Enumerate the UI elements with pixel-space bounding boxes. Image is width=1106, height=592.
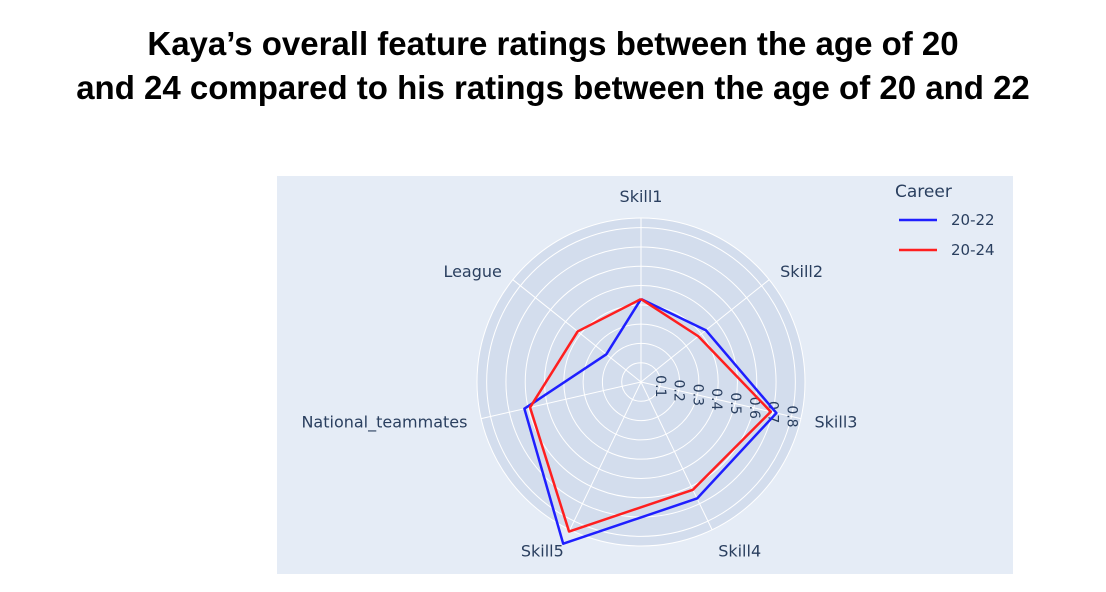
radial-tick-label: 0.7 <box>765 401 781 423</box>
chart-title-line2: and 24 compared to his ratings between t… <box>76 69 1030 106</box>
angular-gridline <box>569 381 642 530</box>
category-label: League <box>443 262 501 281</box>
angular-gridline <box>481 381 642 420</box>
angular-gridline <box>640 381 801 420</box>
series-line-20-24 <box>528 297 773 533</box>
radial-tick-label: 0.6 <box>746 397 762 419</box>
chart-area: 0.1 0.2 0.3 0.4 0.5 0.6 0.7 0.8 Skill1 Skill2 Skil… <box>277 176 1013 574</box>
legend-label-20-22: 20-22 <box>951 211 995 229</box>
radial-tick-label: 0.4 <box>708 388 724 410</box>
category-label: Skill5 <box>521 541 564 560</box>
legend-label-20-24: 20-24 <box>951 241 995 259</box>
radar-chart: 0.1 0.2 0.3 0.4 0.5 0.6 0.7 0.8 Skill1 Skill2 Skil… <box>301 182 995 560</box>
category-label: Skill4 <box>718 541 761 560</box>
chart-title-line1: Kaya’s overall feature ratings between t… <box>147 25 959 62</box>
category-label: Skill3 <box>815 413 858 432</box>
chart-title: Kaya’s overall feature ratings between t… <box>0 22 1106 110</box>
radial-tick-label: 0.2 <box>671 379 687 401</box>
category-label: Skill1 <box>620 187 663 206</box>
category-label: National_teammates <box>301 413 467 433</box>
radial-tick-label: 0.8 <box>783 405 799 427</box>
radial-tick-label: 0.3 <box>689 384 705 406</box>
legend-title: Career <box>895 182 952 202</box>
angular-gridline <box>640 381 713 530</box>
category-label: Skill2 <box>780 262 823 281</box>
radial-tick-label: 0.5 <box>727 392 743 414</box>
series-line-20-22 <box>523 297 778 545</box>
radial-tick-label: 0.1 <box>652 375 668 397</box>
